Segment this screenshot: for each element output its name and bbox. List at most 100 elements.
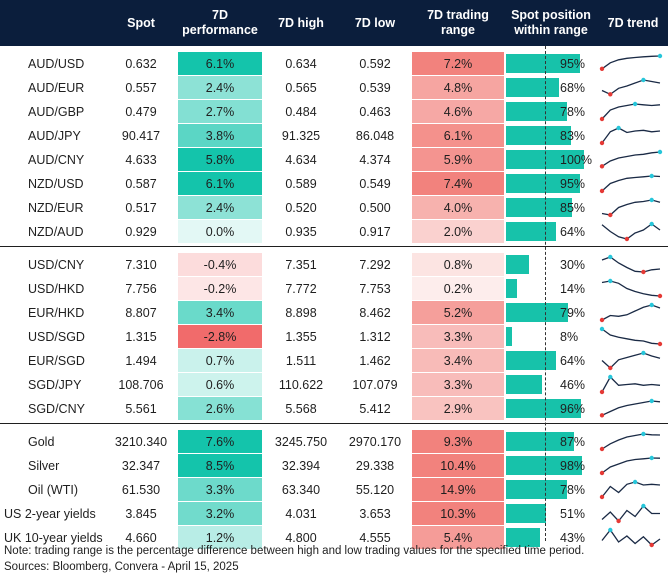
position-value: 95% bbox=[560, 176, 586, 191]
range-value: 5.2% bbox=[412, 301, 504, 324]
high-value: 7.772 bbox=[285, 281, 317, 296]
position-bar bbox=[506, 54, 581, 73]
low-value: 0.549 bbox=[359, 176, 391, 191]
spot-value: 4.660 bbox=[125, 530, 157, 545]
position-bar bbox=[506, 375, 542, 394]
trend-line bbox=[601, 151, 661, 167]
header-7d-trading-range: 7D trading range bbox=[427, 8, 489, 37]
position-value: 78% bbox=[560, 104, 586, 119]
trend-min-marker bbox=[657, 341, 663, 347]
trend-min-marker bbox=[616, 518, 621, 524]
trend-min-marker bbox=[608, 92, 613, 97]
perf-value: 3.8% bbox=[178, 124, 262, 147]
trend-line bbox=[601, 328, 661, 345]
trend-sparkline bbox=[599, 431, 661, 452]
position-bar bbox=[506, 222, 556, 241]
trend-sparkline bbox=[599, 326, 663, 347]
low-value: 1.462 bbox=[359, 353, 391, 368]
trend-max-marker bbox=[649, 221, 654, 227]
trend-line bbox=[601, 256, 661, 273]
trend-max-marker bbox=[649, 302, 654, 308]
position-bar bbox=[506, 399, 581, 418]
trend-sparkline bbox=[599, 398, 661, 418]
spot-value: 4.633 bbox=[125, 152, 157, 167]
high-value: 0.520 bbox=[285, 200, 317, 215]
trend-max-marker bbox=[649, 398, 654, 404]
table-row: AUD/USD 0.632 6.1% 0.634 0.592 7.2% 95% bbox=[0, 52, 668, 76]
range-value: 4.8% bbox=[412, 76, 504, 99]
row-label: USD/CNY bbox=[28, 257, 85, 272]
position-bar bbox=[506, 255, 530, 274]
position-bar bbox=[506, 351, 556, 370]
trend-min-marker bbox=[599, 446, 605, 452]
position-bar bbox=[506, 102, 567, 121]
table-row: SGD/CNY 5.561 2.6% 5.568 5.412 2.9% 96% bbox=[0, 397, 668, 421]
range-value: 3.3% bbox=[412, 325, 504, 348]
position-value: 78% bbox=[560, 482, 586, 497]
trend-min-marker bbox=[599, 413, 605, 418]
table-row: NZD/USD 0.587 6.1% 0.589 0.549 7.4% 95% bbox=[0, 172, 668, 196]
row-label: AUD/USD bbox=[28, 56, 85, 71]
perf-value: -2.8% bbox=[178, 325, 262, 348]
row-label: AUD/GBP bbox=[28, 104, 85, 119]
range-value: 10.3% bbox=[412, 502, 504, 525]
high-value: 1.355 bbox=[285, 329, 317, 344]
position-value: 14% bbox=[560, 281, 586, 296]
header-7d-trend: 7D trend bbox=[607, 15, 659, 30]
range-value: 10.4% bbox=[412, 454, 504, 477]
trend-line bbox=[601, 199, 661, 216]
position-value: 46% bbox=[560, 377, 586, 392]
perf-value: 7.6% bbox=[178, 430, 262, 453]
trend-max-marker bbox=[641, 350, 646, 356]
perf-value: 6.1% bbox=[178, 52, 262, 75]
perf-value: 2.7% bbox=[178, 100, 262, 123]
trend-max-marker bbox=[657, 149, 663, 155]
group-separator bbox=[0, 423, 668, 424]
table-row: NZD/EUR 0.517 2.4% 0.520 0.500 4.0% 85% bbox=[0, 196, 668, 220]
position-bar bbox=[506, 327, 513, 346]
trend-sparkline bbox=[601, 77, 661, 97]
low-value: 29.338 bbox=[355, 458, 395, 473]
high-value: 4.800 bbox=[285, 530, 317, 545]
trend-sparkline bbox=[601, 254, 661, 275]
trend-line bbox=[601, 505, 660, 523]
trend-line bbox=[601, 175, 661, 192]
low-value: 2970.170 bbox=[348, 434, 402, 449]
trend-sparkline bbox=[599, 374, 661, 395]
spot-value: 90.417 bbox=[121, 128, 161, 143]
low-value: 4.555 bbox=[359, 530, 391, 545]
low-value: 86.048 bbox=[355, 128, 395, 143]
high-value: 1.511 bbox=[285, 353, 317, 368]
perf-value: 2.4% bbox=[178, 76, 262, 99]
range-value: 3.4% bbox=[412, 349, 504, 372]
trend-sparkline bbox=[599, 53, 663, 71]
table-row: USD/HKD 7.756 -0.2% 7.772 7.753 0.2% 14% bbox=[0, 277, 668, 301]
position-bar bbox=[506, 456, 583, 475]
position-value: 96% bbox=[560, 401, 586, 416]
trend-max-marker bbox=[641, 503, 646, 509]
trend-min-marker bbox=[608, 365, 613, 371]
trend-sparkline bbox=[601, 197, 661, 218]
row-label: NZD/EUR bbox=[28, 200, 84, 215]
range-value: 9.3% bbox=[412, 430, 504, 453]
range-value: 6.1% bbox=[412, 124, 504, 147]
range-value: 2.0% bbox=[412, 220, 504, 243]
spot-value: 0.557 bbox=[125, 80, 157, 95]
low-value: 4.374 bbox=[359, 152, 391, 167]
low-value: 5.412 bbox=[359, 401, 391, 416]
spot-value: 0.632 bbox=[125, 56, 157, 71]
range-value: 14.9% bbox=[412, 478, 504, 501]
perf-value: -0.4% bbox=[178, 253, 262, 276]
trend-min-marker bbox=[599, 389, 605, 395]
row-label: SGD/JPY bbox=[28, 377, 82, 392]
spot-value: 3.845 bbox=[125, 506, 157, 521]
position-value: 95% bbox=[560, 56, 586, 71]
table-row: US 2-year yields 3.845 3.2% 4.031 3.653 10.3%… bbox=[0, 502, 668, 526]
trend-min-marker bbox=[599, 164, 605, 169]
trend-min-marker bbox=[599, 140, 605, 146]
trend-max-marker bbox=[632, 479, 638, 485]
trend-line bbox=[601, 528, 661, 546]
spot-value: 8.807 bbox=[125, 305, 157, 320]
trend-line bbox=[601, 55, 661, 70]
trend-line bbox=[601, 304, 661, 321]
